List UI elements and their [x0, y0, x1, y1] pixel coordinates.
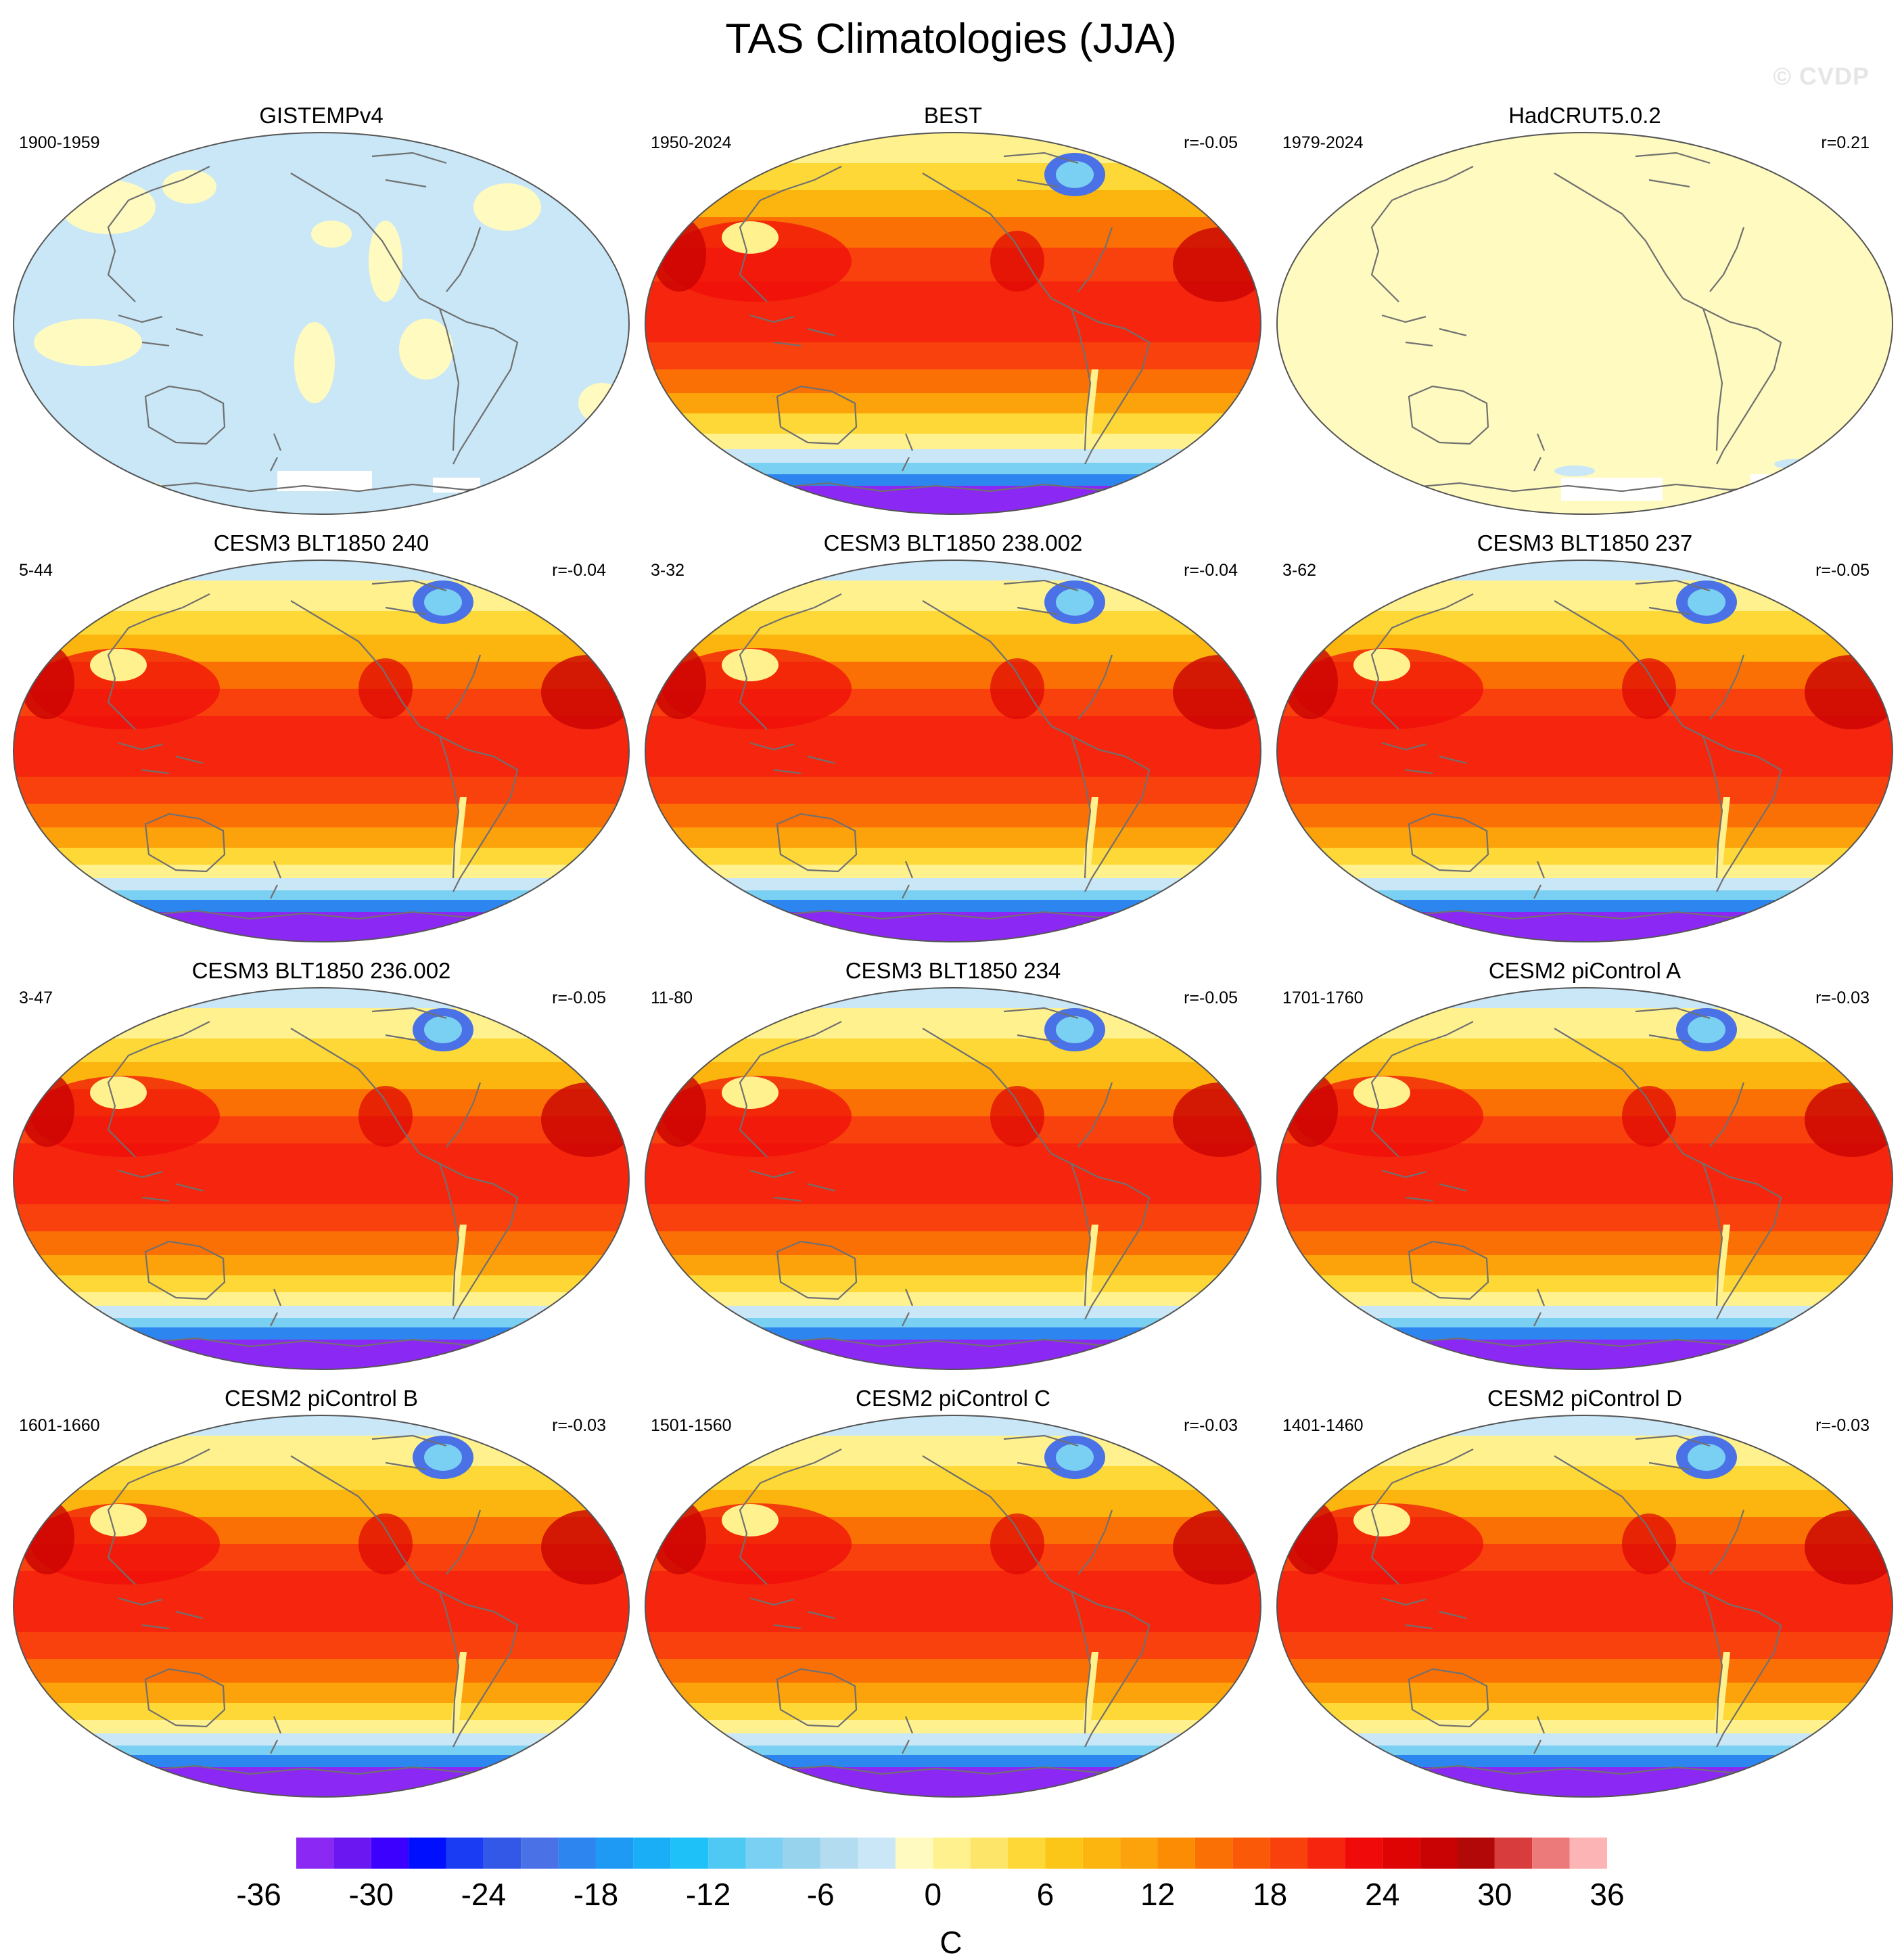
- panel-title: CESM2 piControl D: [1487, 1386, 1682, 1411]
- panel-period-label: 3-32: [651, 561, 685, 580]
- panel-correlation-label: r=-0.03: [1184, 1416, 1238, 1435]
- panel-title: CESM2 piControl C: [856, 1386, 1050, 1411]
- robinson-map: [645, 987, 1261, 1370]
- panel-correlation-label: r=-0.04: [552, 561, 606, 580]
- panel-correlation-label: r=-0.04: [1184, 561, 1238, 580]
- panel-correlation-label: r=-0.03: [552, 1416, 606, 1435]
- panel-period-label: 3-62: [1282, 561, 1317, 580]
- panel-title: CESM3 BLT1850 236.002: [191, 958, 451, 983]
- panel-period-label: 1501-1560: [651, 1416, 732, 1435]
- panel-correlation-label: r=-0.05: [1184, 988, 1238, 1007]
- panel-period-label: 1601-1660: [19, 1416, 100, 1435]
- map-panel: CESM2 piControl C 1501-1560 r=-0.03: [639, 1384, 1268, 1804]
- panel-title: CESM2 piControl A: [1488, 958, 1681, 983]
- panel-title: CESM3 BLT1850 240: [213, 530, 430, 555]
- colorbar-units-label: C: [940, 1925, 962, 1960]
- map-panel: CESM3 BLT1850 238.002 3-32 r=-0.04: [639, 529, 1268, 949]
- map-panel: BEST 1950-2024 r=-0.05: [639, 101, 1268, 521]
- panel-period-label: 11-80: [651, 988, 693, 1007]
- map-panel: CESM3 BLT1850 237 3-62 r=-0.05: [1270, 529, 1899, 949]
- figure-title: TAS Climatologies (JJA): [725, 16, 1177, 62]
- map-panel: CESM3 BLT1850 236.002 3-47 r=-0.05: [7, 957, 636, 1376]
- map-panel: GISTEMPv4 1900-1959: [7, 101, 636, 521]
- robinson-map: [13, 1415, 630, 1798]
- robinson-map: [1276, 1415, 1893, 1798]
- panel-correlation-label: r=-0.05: [1184, 133, 1238, 152]
- robinson-map: [645, 132, 1261, 515]
- panel-correlation-label: r=-0.03: [1815, 1416, 1870, 1435]
- panel-title: BEST: [923, 103, 983, 128]
- panel-period-label: 3-47: [19, 988, 53, 1007]
- panel-title: CESM3 BLT1850 237: [1477, 530, 1693, 555]
- cvdp-watermark: © CVDP: [1773, 62, 1870, 90]
- panel-correlation-label: r=0.21: [1821, 133, 1870, 152]
- robinson-map: [645, 560, 1261, 942]
- map-panel: HadCRUT5.0.2 1979-2024 r=0.21: [1270, 101, 1899, 521]
- robinson-map: [13, 560, 630, 942]
- panel-period-label: 1401-1460: [1282, 1416, 1364, 1435]
- panel-correlation-label: r=-0.05: [1815, 561, 1870, 580]
- map-panel: CESM2 piControl D 1401-1460 r=-0.03: [1270, 1384, 1899, 1804]
- map-panel: CESM3 BLT1850 240 5-44 r=-0.04: [7, 529, 636, 949]
- robinson-map: [1276, 132, 1893, 515]
- panel-period-label: 5-44: [19, 561, 53, 580]
- map-panel: CESM3 BLT1850 234 11-80 r=-0.05: [639, 957, 1268, 1376]
- robinson-map: [1276, 987, 1893, 1370]
- panel-period-label: 1701-1760: [1282, 988, 1364, 1007]
- robinson-map: [645, 1415, 1261, 1798]
- panel-period-label: 1979-2024: [1282, 133, 1364, 152]
- robinson-map: [13, 987, 630, 1370]
- panel-title: CESM2 piControl B: [224, 1386, 419, 1411]
- map-panel: CESM2 piControl B 1601-1660 r=-0.03: [7, 1384, 636, 1804]
- panel-period-label: 1900-1959: [19, 133, 100, 152]
- panel-title: CESM3 BLT1850 238.002: [823, 530, 1083, 555]
- panel-correlation-label: r=-0.03: [1815, 988, 1870, 1007]
- panel-title: HadCRUT5.0.2: [1508, 103, 1661, 128]
- map-panel: CESM2 piControl A 1701-1760 r=-0.03: [1270, 957, 1899, 1376]
- panel-title: GISTEMPv4: [259, 103, 384, 128]
- panel-correlation-label: r=-0.05: [552, 988, 606, 1007]
- robinson-map: [1276, 560, 1893, 942]
- panel-period-label: 1950-2024: [651, 133, 732, 152]
- panel-title: CESM3 BLT1850 234: [845, 958, 1061, 983]
- robinson-map: [13, 132, 630, 515]
